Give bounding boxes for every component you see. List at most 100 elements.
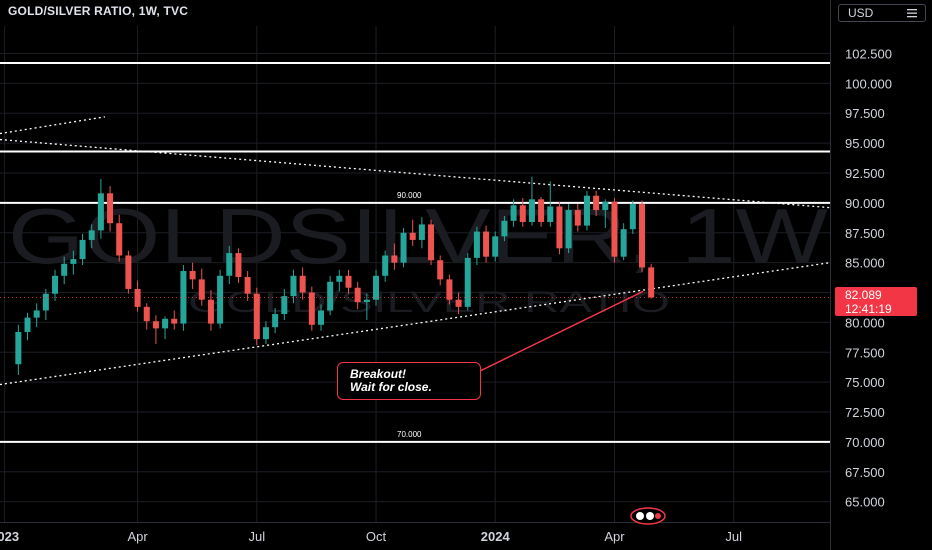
price-tick-label: 72.500	[845, 405, 885, 420]
callout-line-1: Breakout!	[350, 367, 407, 381]
candle-body	[519, 205, 526, 223]
candle-body	[189, 271, 196, 280]
candle-body	[611, 201, 618, 257]
time-tick-label: Jul	[248, 529, 265, 544]
candle-body	[574, 210, 581, 226]
candle-body	[207, 299, 214, 324]
breakout-callout[interactable]: Breakout! Wait for close.	[337, 362, 481, 400]
candle	[492, 231, 499, 262]
candle	[116, 214, 123, 262]
price-axis[interactable]: 65.000 67.500 70.000 72.500 75.000 77.500 80.0…	[830, 0, 932, 550]
candles[interactable]	[0, 176, 830, 375]
time-axis[interactable]: 2023 Apr Jul Oct 2024 Apr Jul	[0, 522, 830, 550]
candle-body	[428, 224, 435, 261]
candle	[556, 201, 563, 255]
candle	[180, 265, 187, 331]
candle-body	[198, 279, 205, 300]
candle-body	[446, 279, 453, 300]
candle-body	[134, 288, 141, 307]
candle	[583, 190, 590, 231]
price-tick-label: 70.000	[845, 435, 885, 450]
candle-body	[336, 275, 343, 282]
candle-body	[97, 193, 104, 231]
candle-body	[42, 293, 49, 311]
candle	[345, 269, 352, 294]
candle	[244, 271, 251, 301]
candle	[52, 269, 59, 301]
price-tick-label: 87.500	[845, 226, 885, 241]
candle	[317, 304, 324, 331]
bar-countdown: 12:41:19	[845, 302, 892, 316]
candle	[299, 267, 306, 300]
candle-body	[382, 255, 389, 276]
currency-selector[interactable]: USD	[838, 4, 926, 22]
upper-trendline	[0, 116, 106, 135]
currency-label: USD	[848, 6, 874, 20]
candle-body	[373, 275, 380, 300]
price-tick-label: 65.000	[845, 495, 885, 510]
candle-body	[345, 275, 352, 288]
candle	[638, 200, 645, 273]
candle-body	[15, 331, 22, 365]
candle	[143, 303, 150, 330]
candle-body	[492, 236, 499, 257]
candle	[400, 227, 407, 268]
candle	[418, 217, 425, 249]
time-tick-label: 2024	[481, 529, 511, 544]
candle	[611, 198, 618, 263]
candle	[70, 250, 77, 275]
candle-body	[602, 201, 609, 211]
candle	[253, 287, 260, 346]
time-tick-label: Apr	[604, 529, 625, 544]
candle-body	[464, 257, 471, 307]
candle	[272, 308, 279, 334]
candle	[226, 245, 233, 285]
candle-body	[152, 321, 159, 329]
candle-body	[24, 317, 31, 332]
candle	[217, 269, 224, 329]
flag-icon[interactable]	[630, 507, 666, 525]
candle	[648, 263, 655, 299]
candle-body	[354, 287, 361, 303]
candle	[327, 275, 334, 316]
candle	[189, 262, 196, 289]
menu-icon	[907, 9, 917, 18]
candle-body	[501, 220, 508, 237]
price-tick-label: 67.500	[845, 465, 885, 480]
candle	[61, 256, 68, 285]
candle	[152, 315, 159, 344]
candle-body	[107, 193, 114, 224]
candle	[125, 250, 132, 294]
candle	[483, 225, 490, 263]
candle-body	[483, 231, 490, 257]
candle-body	[409, 232, 416, 240]
candle	[382, 250, 389, 282]
candle-body	[620, 229, 627, 257]
price-tick-label: 92.500	[845, 166, 885, 181]
level-label-70: 70.000	[397, 430, 422, 439]
candle	[79, 233, 86, 266]
candle	[97, 178, 104, 239]
chart-title: GOLD/SILVER RATIO, 1W, TVC	[8, 4, 189, 18]
candle-body	[473, 231, 480, 258]
candle-body	[244, 276, 251, 294]
candle-body	[226, 253, 233, 276]
candle-body	[400, 232, 407, 263]
candle	[134, 280, 141, 312]
time-tick-label: Apr	[127, 529, 148, 544]
price-tick-label: 90.000	[845, 196, 885, 211]
descending-trendline	[0, 138, 831, 209]
candle	[473, 226, 480, 266]
candle	[602, 199, 609, 228]
trend-lines[interactable]	[0, 116, 831, 386]
watermark-symbol: GOLDSILVER, 1W	[8, 192, 828, 280]
candle-body	[290, 275, 297, 297]
candle	[308, 286, 315, 331]
candle	[528, 176, 535, 226]
candle	[519, 198, 526, 227]
candle-body	[455, 299, 462, 307]
candle-body	[556, 206, 563, 249]
horizontal-levels[interactable]: 90.000 70.000	[0, 62, 830, 443]
time-tick-label: Oct	[366, 529, 387, 544]
